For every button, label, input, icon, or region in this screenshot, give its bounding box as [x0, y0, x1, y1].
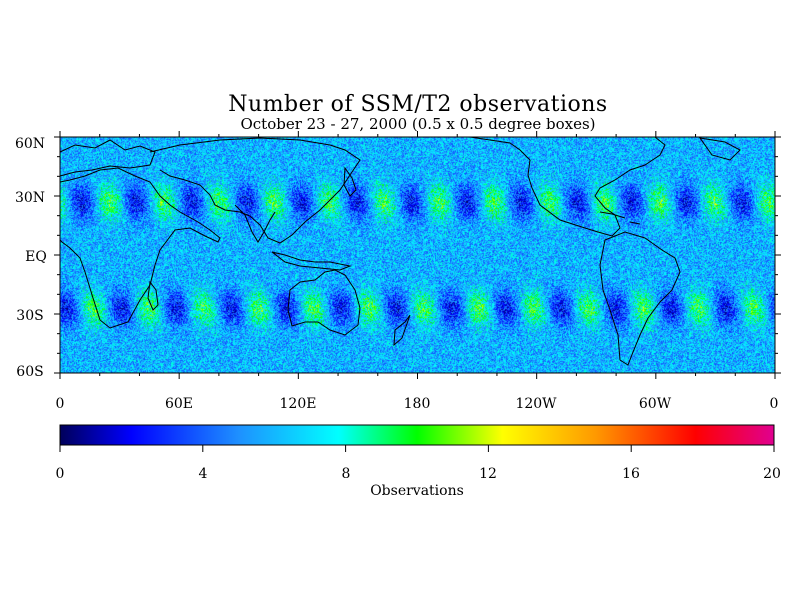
lon-label-60e: 60E: [165, 396, 193, 412]
coastline-india: [234, 204, 276, 243]
colorbar-label-12: 12: [479, 466, 497, 482]
colorbar-tick-labels: 0 4 8 12 16 20: [56, 466, 781, 482]
coastline-africa-eurasia: [59, 167, 221, 329]
coastlines: [59, 136, 741, 366]
coastline-europe: [59, 139, 156, 177]
map-subtitle: October 23 - 27, 2000 (0.5 x 0.5 degree …: [240, 115, 596, 133]
axis-ticks: [54, 131, 781, 379]
coastline-japan: [343, 166, 357, 197]
lat-label-30n: 30N: [15, 190, 45, 206]
coastline-new-zealand: [393, 314, 411, 347]
lon-label-180: 180: [404, 396, 431, 412]
coastline-indonesia: [271, 251, 352, 271]
observation-count-raster: [60, 137, 775, 373]
map-raster-wrapper: [60, 137, 775, 373]
lat-label-30s: 30S: [16, 308, 43, 324]
coastline-australia: [287, 269, 361, 336]
lon-label-0-end: 0: [770, 396, 779, 412]
coastline-north-america: [469, 136, 666, 237]
lon-label-0: 0: [56, 396, 65, 412]
lon-label-120w: 120W: [515, 396, 557, 412]
colorbar-ticks: [59, 445, 775, 452]
colorbar-label-20: 20: [763, 466, 781, 482]
coastline-caribbean: [599, 211, 641, 225]
map-title: Number of SSM/T2 observations: [228, 92, 608, 117]
lat-label-eq: EQ: [25, 249, 47, 265]
colorbar-title: Observations: [370, 483, 464, 499]
coastline-asia: [149, 137, 361, 244]
colorbar-label-0: 0: [56, 466, 65, 482]
colorbar-label-16: 16: [622, 466, 640, 482]
colorbar-label-4: 4: [199, 466, 208, 482]
latitude-axis: 60N 30N EQ 30S 60S: [15, 136, 47, 380]
lat-label-60n: 60N: [15, 136, 45, 152]
lon-label-60w: 60W: [639, 396, 672, 412]
lon-label-120e: 120E: [280, 396, 317, 412]
longitude-axis: 0 60E 120E 180 120W 60W 0: [56, 396, 779, 412]
coastline-madagascar: [147, 280, 159, 311]
coastline-greenland: [698, 137, 741, 161]
lat-label-60s: 60S: [16, 364, 43, 380]
colorbar-label-8: 8: [342, 466, 351, 482]
colorbar: [59, 424, 775, 446]
coastline-south-america: [599, 231, 681, 366]
